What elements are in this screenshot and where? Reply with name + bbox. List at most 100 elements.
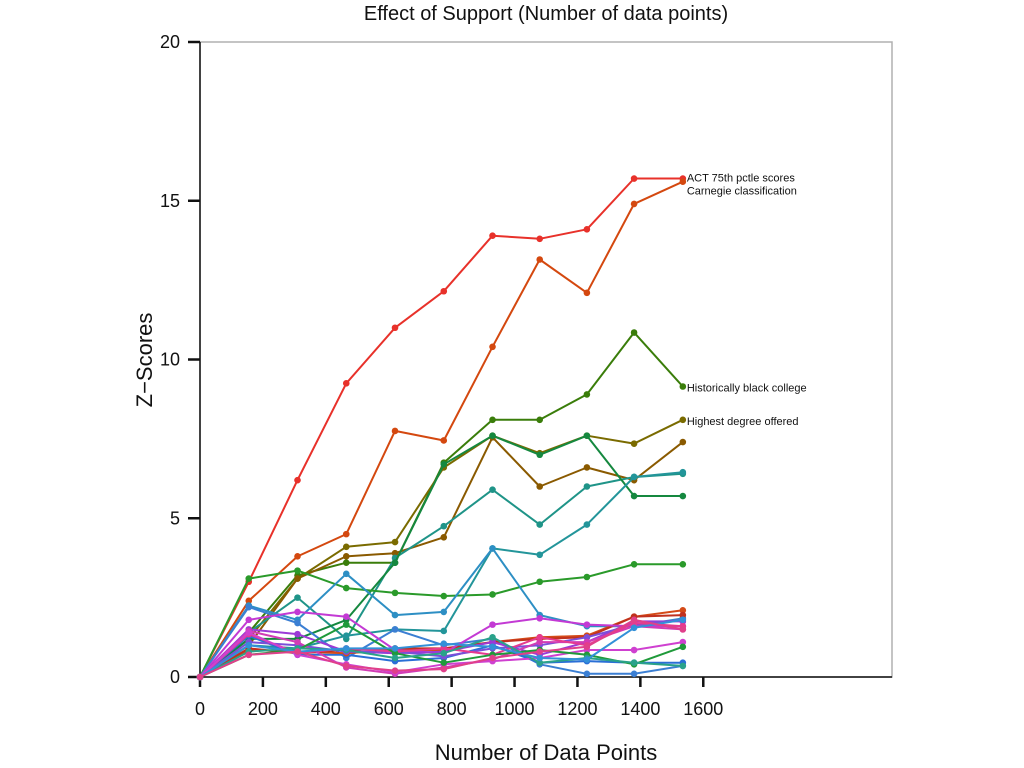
- data-point: [583, 634, 591, 641]
- y-tick-label: 10: [160, 350, 180, 370]
- data-point: [440, 592, 448, 600]
- data-point: [489, 416, 496, 424]
- data-point: [679, 560, 687, 568]
- data-point: [489, 634, 496, 641]
- data-point: [342, 559, 350, 566]
- data-point: [391, 645, 399, 652]
- data-point: [536, 256, 544, 263]
- data-point: [679, 626, 687, 633]
- series-1: [196, 175, 687, 681]
- data-point: [489, 654, 496, 662]
- data-point: [245, 651, 253, 659]
- data-point: [536, 416, 544, 424]
- data-point: [679, 643, 687, 651]
- data-point: [679, 616, 687, 624]
- data-point: [630, 560, 638, 568]
- data-point: [583, 521, 591, 528]
- data-point: [679, 468, 687, 476]
- data-point: [440, 608, 448, 616]
- data-point: [391, 649, 399, 657]
- x-ticks: 0 200 400 600 800 1000 1200 1400 1600: [195, 677, 723, 719]
- data-point: [536, 578, 544, 586]
- data-point: [294, 638, 301, 646]
- data-point: [440, 627, 448, 635]
- series-3: [196, 329, 687, 681]
- data-point: [489, 232, 496, 239]
- data-point: [294, 553, 301, 560]
- data-point: [440, 287, 448, 295]
- data-point: [583, 464, 591, 471]
- data-point: [536, 235, 544, 243]
- data-point: [391, 559, 399, 566]
- data-point: [440, 460, 448, 468]
- data-point: [536, 659, 544, 667]
- data-point: [294, 567, 301, 574]
- series-line: [199, 436, 684, 678]
- x-tick-label: 800: [437, 699, 467, 719]
- data-point: [391, 538, 399, 546]
- data-point: [583, 643, 591, 651]
- y-tick-label: 20: [160, 32, 180, 52]
- data-point: [536, 648, 544, 655]
- data-point: [391, 626, 399, 633]
- data-point: [630, 624, 638, 632]
- data-point: [342, 584, 350, 592]
- data-point: [630, 175, 638, 182]
- x-tick-label: 400: [311, 699, 341, 719]
- x-tick-label: 1000: [495, 699, 535, 719]
- data-point: [536, 551, 544, 559]
- data-point: [391, 589, 399, 597]
- data-point: [583, 656, 591, 663]
- y-tick-label: 15: [160, 191, 180, 211]
- data-point: [679, 416, 687, 424]
- series-2: [196, 178, 687, 681]
- data-point: [489, 545, 496, 552]
- data-point: [489, 621, 496, 628]
- data-point: [342, 632, 350, 640]
- data-point: [489, 343, 496, 351]
- x-axis-label: Number of Data Points: [435, 740, 658, 765]
- data-point: [342, 543, 350, 551]
- data-point: [489, 591, 496, 598]
- data-point: [630, 200, 638, 208]
- data-point: [679, 611, 687, 619]
- data-point: [245, 629, 253, 636]
- data-point: [679, 638, 687, 646]
- data-point: [245, 641, 253, 649]
- x-tick-label: 1200: [557, 699, 597, 719]
- data-point: [294, 594, 301, 601]
- data-point: [391, 324, 399, 332]
- data-point: [583, 289, 591, 297]
- data-point: [294, 575, 301, 582]
- data-point: [536, 451, 544, 459]
- data-point: [294, 619, 301, 627]
- x-tick-label: 200: [248, 699, 278, 719]
- data-point: [245, 575, 253, 582]
- series-line: [199, 180, 684, 678]
- data-point: [679, 178, 687, 185]
- data-point: [489, 643, 496, 651]
- data-point: [630, 440, 638, 447]
- data-point: [342, 553, 350, 560]
- data-point: [583, 432, 591, 440]
- data-point: [583, 621, 591, 628]
- series-annotation: Highest degree offered: [687, 416, 799, 428]
- data-point: [583, 573, 591, 581]
- series-4: [196, 416, 687, 681]
- data-point: [294, 476, 301, 484]
- y-ticks: 0 5 10 15 20: [160, 32, 200, 687]
- series-24: [196, 616, 687, 681]
- data-point: [536, 483, 544, 490]
- data-point: [342, 570, 350, 578]
- data-point: [630, 329, 638, 336]
- series-8: [196, 560, 687, 681]
- data-point: [294, 608, 301, 616]
- data-point: [342, 530, 350, 538]
- data-point: [630, 492, 638, 500]
- data-point: [489, 638, 496, 646]
- data-point: [583, 483, 591, 490]
- chart-title: Effect of Support (Number of data points…: [364, 3, 728, 25]
- x-tick-label: 1400: [620, 699, 660, 719]
- x-tick-label: 1600: [683, 699, 723, 719]
